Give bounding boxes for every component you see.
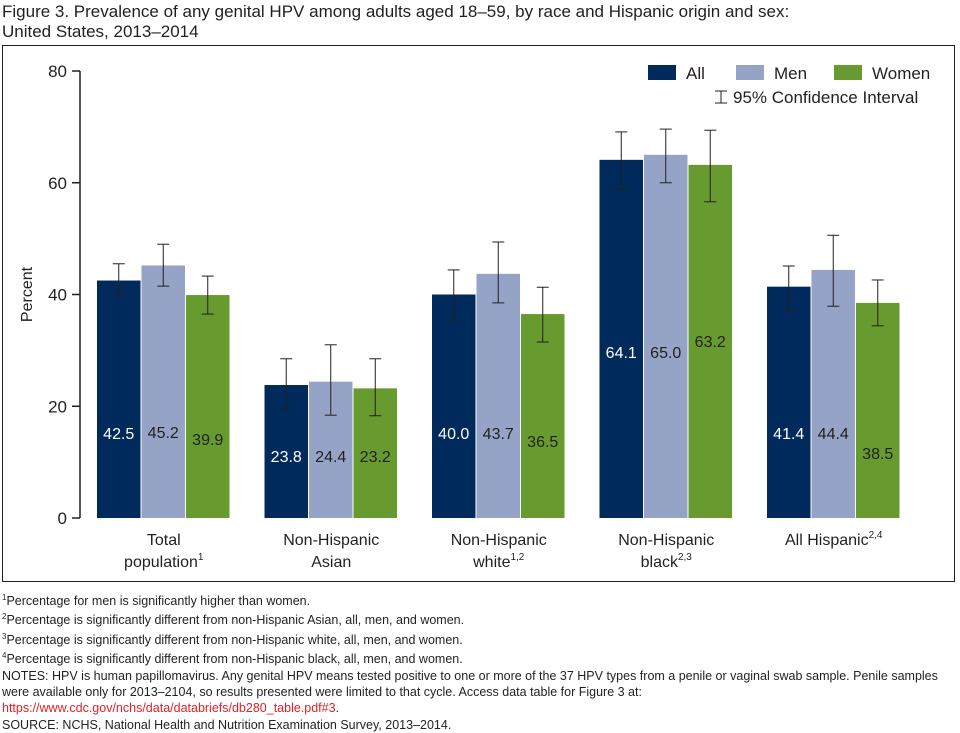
x-tick-label: black2,3 — [641, 552, 693, 571]
bar-all — [97, 280, 141, 518]
bar-women — [521, 314, 565, 518]
x-tick-label: white1,2 — [472, 552, 525, 571]
legend-label-all: All — [686, 64, 705, 83]
legend-swatch-women — [834, 65, 862, 80]
bar-men — [476, 273, 520, 518]
chart-frame — [2, 45, 955, 582]
bar-women — [688, 164, 732, 518]
data-label: 45.2 — [148, 425, 179, 442]
data-label: 41.4 — [773, 426, 804, 443]
y-tick-label: 40 — [48, 286, 67, 305]
data-label: 23.8 — [271, 449, 302, 466]
data-label: 24.4 — [315, 449, 346, 466]
x-tick-label: Non-Hispanic — [451, 532, 547, 549]
data-label: 44.4 — [818, 426, 849, 443]
legend-ci-label: 95% Confidence Interval — [733, 88, 918, 107]
data-label: 36.5 — [527, 434, 558, 451]
title-line-1: Figure 3. Prevalence of any genital HPV … — [2, 2, 790, 21]
x-tick-label: population1 — [124, 552, 204, 571]
x-tick-label: Asian — [311, 554, 351, 571]
bar-all — [599, 159, 643, 518]
y-tick-label: 20 — [48, 397, 67, 416]
data-label: 65.0 — [650, 345, 681, 362]
y-tick-label: 60 — [48, 174, 67, 193]
x-tick-label: Non-Hispanic — [283, 532, 379, 549]
bar-men — [811, 269, 855, 518]
data-label: 38.5 — [862, 446, 893, 463]
data-label: 63.2 — [695, 334, 726, 351]
legend-swatch-all — [648, 65, 676, 80]
data-table-link[interactable]: https://www.cdc.gov/nchs/data/databriefs… — [2, 701, 336, 716]
figure-title: Figure 3. Prevalence of any genital HPV … — [2, 2, 952, 42]
data-label: 43.7 — [483, 426, 514, 443]
data-label: 40.0 — [438, 426, 469, 443]
footnote-marker: 2,4 — [869, 530, 883, 541]
legend-label-women: Women — [872, 64, 930, 83]
bar-chart: 0 20 40 60 80 Percent 42.5 45.2 39.9 Total populat… — [19, 62, 930, 571]
data-label: 42.5 — [103, 426, 134, 443]
data-label: 23.2 — [360, 449, 391, 466]
bar-all — [432, 294, 476, 518]
footnote-4: 4Percentage is significantly different f… — [2, 651, 463, 667]
y-tick-label: 0 — [58, 509, 67, 528]
footnote-marker: 1,2 — [510, 552, 524, 563]
footnote-2: 2Percentage is significantly different f… — [2, 612, 465, 628]
bar-women — [856, 302, 900, 518]
y-axis-label: Percent — [19, 266, 36, 322]
footnote-marker: 1 — [198, 552, 204, 563]
x-tick-label: Non-Hispanic — [618, 532, 714, 549]
data-label: 64.1 — [606, 345, 637, 362]
footnote-1: 1Percentage for men is significantly hig… — [2, 593, 311, 609]
data-label: 39.9 — [192, 432, 223, 449]
legend-label-men: Men — [774, 64, 807, 83]
legend-swatch-men — [736, 65, 764, 80]
confidence-interval-icon — [715, 90, 727, 104]
footnote-marker: 2,3 — [678, 552, 692, 563]
bar-men — [644, 154, 688, 518]
bar-all — [767, 286, 811, 518]
footnotes: 1Percentage for men is significantly hig… — [2, 590, 957, 733]
y-tick-label: 80 — [48, 62, 67, 81]
source-text: SOURCE: NCHS, National Health and Nutrit… — [2, 717, 452, 732]
x-tick-label: Total — [147, 532, 181, 549]
bar-women — [186, 295, 230, 518]
x-tick-label: All Hispanic2,4 — [785, 530, 883, 549]
bar-men — [141, 265, 185, 518]
title-line-2: United States, 2013–2014 — [2, 22, 199, 41]
footnote-3: 3Percentage is significantly different f… — [2, 631, 463, 648]
notes-text: NOTES: HPV is human papillomavirus. Any … — [2, 668, 938, 716]
